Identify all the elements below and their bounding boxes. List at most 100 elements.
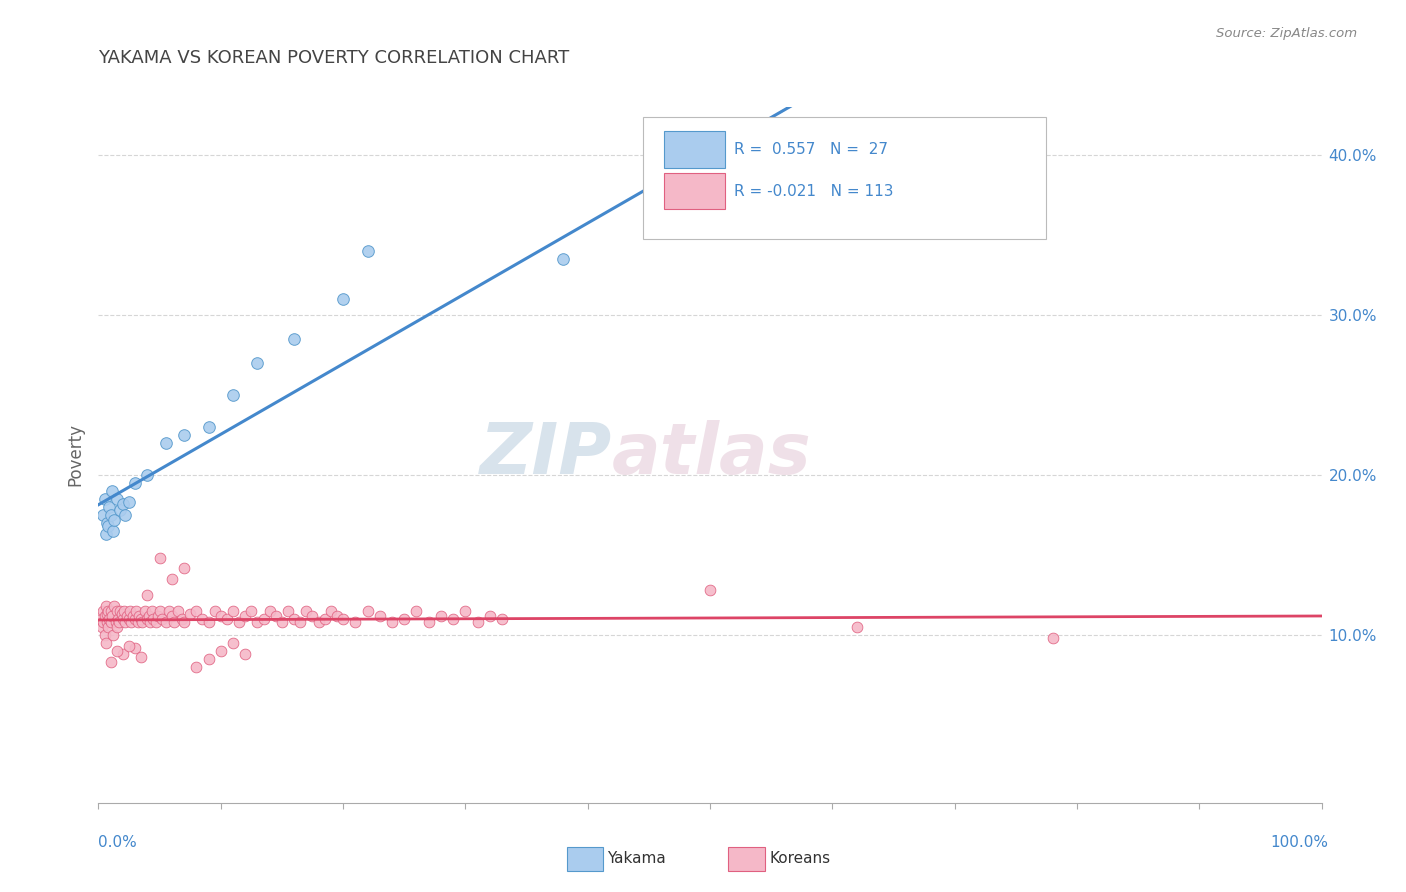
Point <box>96 615 118 629</box>
Point <box>173 428 195 442</box>
Text: atlas: atlas <box>612 420 811 490</box>
Point <box>228 615 250 629</box>
Point <box>197 420 219 434</box>
Point <box>332 612 354 626</box>
Text: R =  0.557   N =  27: R = 0.557 N = 27 <box>734 142 889 157</box>
Point <box>128 608 150 623</box>
Text: 100.0%: 100.0% <box>1271 836 1329 850</box>
Point <box>96 607 118 621</box>
Point <box>94 527 117 541</box>
Point <box>368 608 391 623</box>
FancyBboxPatch shape <box>664 173 724 210</box>
Point <box>100 615 122 629</box>
Point <box>104 615 127 629</box>
Point <box>163 615 186 629</box>
Point <box>209 608 232 623</box>
Point <box>111 607 134 621</box>
Point <box>120 615 142 629</box>
Point <box>90 612 112 626</box>
Point <box>112 604 135 618</box>
Point <box>418 615 440 629</box>
Point <box>110 604 132 618</box>
Point <box>136 467 159 482</box>
Point <box>270 615 294 629</box>
Point <box>308 615 330 629</box>
Point <box>222 636 245 650</box>
Point <box>105 491 128 506</box>
Point <box>100 508 122 522</box>
Point <box>326 608 349 623</box>
Point <box>222 388 245 402</box>
Point <box>141 604 163 618</box>
Point <box>356 244 378 258</box>
Point <box>356 604 378 618</box>
Point <box>723 219 745 234</box>
Point <box>314 612 336 626</box>
Point <box>148 608 170 623</box>
Point <box>167 604 190 618</box>
Point <box>100 655 122 669</box>
Point <box>124 640 146 655</box>
Point <box>319 604 342 618</box>
Point <box>111 497 134 511</box>
Point <box>209 644 232 658</box>
Point <box>97 519 120 533</box>
Point <box>197 652 219 666</box>
Point <box>136 612 159 626</box>
Point <box>381 615 404 629</box>
Point <box>93 491 115 506</box>
Point <box>131 615 153 629</box>
Point <box>114 615 136 629</box>
Point <box>91 604 114 618</box>
Point <box>125 604 148 618</box>
Point <box>392 612 416 626</box>
Y-axis label: Poverty: Poverty <box>66 424 84 486</box>
Point <box>136 588 159 602</box>
Point <box>94 636 117 650</box>
Point <box>98 500 121 514</box>
Point <box>191 612 214 626</box>
Point <box>115 608 138 623</box>
Point <box>283 612 305 626</box>
Point <box>491 612 513 626</box>
FancyBboxPatch shape <box>643 118 1046 239</box>
Point <box>467 615 489 629</box>
Point <box>699 583 721 598</box>
Point <box>127 615 149 629</box>
Point <box>124 612 146 626</box>
Point <box>186 604 208 618</box>
Point <box>145 615 167 629</box>
Text: Source: ZipAtlas.com: Source: ZipAtlas.com <box>1216 27 1357 40</box>
Point <box>91 508 114 522</box>
Point <box>129 612 152 626</box>
Point <box>120 604 142 618</box>
Point <box>215 612 238 626</box>
Point <box>129 650 152 665</box>
Point <box>155 615 177 629</box>
Point <box>160 608 183 623</box>
Point <box>441 612 464 626</box>
Point <box>91 620 114 634</box>
Point <box>93 628 115 642</box>
Point <box>170 612 193 626</box>
Point <box>157 604 180 618</box>
Point <box>204 604 226 618</box>
Point <box>114 508 136 522</box>
Point <box>103 513 125 527</box>
Point <box>101 524 124 538</box>
Point <box>118 639 141 653</box>
Point <box>105 620 128 634</box>
Point <box>233 608 256 623</box>
Point <box>139 615 162 629</box>
Point <box>405 604 427 618</box>
Point <box>101 628 124 642</box>
Text: ZIP: ZIP <box>479 420 612 490</box>
Point <box>118 612 141 626</box>
Point <box>103 599 125 613</box>
Point <box>91 615 114 629</box>
Point <box>259 604 281 618</box>
Point <box>246 356 269 370</box>
Point <box>150 612 173 626</box>
Point <box>233 647 256 661</box>
Point <box>160 572 183 586</box>
